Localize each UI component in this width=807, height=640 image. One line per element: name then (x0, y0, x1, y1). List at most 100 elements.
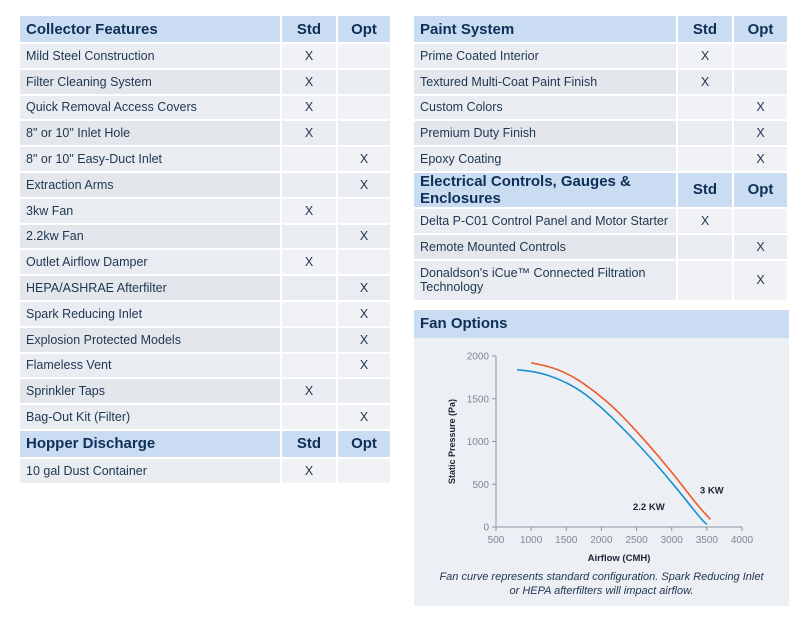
feature-name: 10 gal Dust Container (20, 458, 282, 485)
feature-name: Delta P-C01 Control Panel and Motor Star… (414, 208, 678, 235)
y-tick-label: 1500 (467, 394, 490, 405)
y-tick-label: 2000 (467, 351, 490, 362)
x-tick-label: 3500 (696, 535, 719, 546)
opt-mark (338, 379, 392, 406)
table-row: Prime Coated Interior X (414, 44, 789, 70)
std-mark (282, 327, 338, 354)
std-mark: X (282, 198, 338, 225)
std-mark: X (678, 208, 734, 235)
feature-name: 2.2kw Fan (20, 224, 282, 251)
std-mark: X (282, 379, 338, 406)
std-mark (282, 276, 338, 302)
paint-system-table: Paint System Std Opt Prime Coated Interi… (414, 16, 789, 173)
feature-name: Textured Multi-Coat Paint Finish (414, 69, 678, 96)
fan-curve-3-kw (530, 361, 712, 520)
table-row: Extraction Arms X (20, 172, 392, 199)
y-tick-label: 0 (483, 522, 489, 533)
std-mark (678, 121, 734, 148)
std-mark: X (282, 458, 338, 485)
collector-header-row: Collector Features Std Opt (20, 16, 392, 44)
fan-options-title: Fan Options (414, 309, 789, 338)
table-row: Quick Removal Access Covers X (20, 95, 392, 122)
feature-name: Donaldson's iCue™ Connected Filtration T… (414, 260, 678, 302)
y-tick-label: 500 (472, 479, 489, 490)
fan-chart-area: 0 500 1000 1500 2000 500 1000 1500 2000 2500 3000 3… (414, 337, 789, 606)
opt-mark: X (734, 260, 789, 302)
opt-mark: X (734, 147, 789, 173)
fan-curve-chart: 0 500 1000 1500 2000 500 1000 1500 2000 2500 3000 3… (447, 351, 754, 564)
opt-mark: X (338, 353, 392, 380)
opt-mark (338, 198, 392, 225)
table-row: Remote Mounted Controls X (414, 234, 789, 261)
opt-mark (734, 44, 789, 70)
std-mark (678, 260, 734, 302)
opt-mark: X (734, 121, 789, 148)
feature-name: Mild Steel Construction (20, 44, 282, 70)
table-row: Donaldson's iCue™ Connected Filtration T… (414, 260, 789, 302)
table-row: Spark Reducing Inlet X (20, 301, 392, 328)
fan-caption: Fan curve represents standard configurat… (414, 570, 789, 598)
opt-mark: X (338, 301, 392, 328)
feature-name: 8" or 10" Inlet Hole (20, 121, 282, 148)
table-row: Sprinkler Taps X (20, 379, 392, 406)
table-row: Mild Steel Construction X (20, 44, 392, 70)
x-tick-label: 1500 (555, 535, 578, 546)
table-row: 2.2kw Fan X (20, 224, 392, 251)
x-tick-label: 3000 (661, 535, 684, 546)
opt-mark (734, 208, 789, 235)
right-panel: Paint System Std Opt Prime Coated Interi… (414, 16, 789, 606)
table-row: Delta P-C01 Control Panel and Motor Star… (414, 208, 789, 235)
table-row: 10 gal Dust Container X (20, 458, 392, 485)
electrical-header-row: Electrical Controls, Gauges & Enclosures… (414, 172, 789, 209)
std-mark: X (282, 44, 338, 70)
opt-mark: X (338, 276, 392, 302)
table-row: Flameless Vent X (20, 353, 392, 380)
table-row: 8" or 10" Easy-Duct Inlet X (20, 147, 392, 173)
table-row: 8" or 10" Inlet Hole X (20, 121, 392, 148)
opt-mark: X (338, 147, 392, 173)
paint-system-title: Paint System (414, 16, 678, 44)
feature-name: Prime Coated Interior (414, 44, 678, 70)
feature-name: 8" or 10" Easy-Duct Inlet (20, 147, 282, 173)
opt-mark (338, 121, 392, 148)
x-axis-label: Airflow (CMH) (588, 553, 651, 564)
std-mark (282, 224, 338, 251)
table-row: Explosion Protected Models X (20, 327, 392, 354)
feature-name: Custom Colors (414, 95, 678, 122)
std-column-header: Std (678, 172, 734, 209)
opt-column-header: Opt (734, 172, 789, 209)
x-tick-label: 1000 (520, 535, 543, 546)
std-mark: X (282, 250, 338, 277)
opt-mark: X (734, 234, 789, 261)
feature-name: Quick Removal Access Covers (20, 95, 282, 122)
feature-name: HEPA/ASHRAE Afterfilter (20, 276, 282, 302)
opt-column-header: Opt (338, 16, 392, 44)
electrical-controls-title: Electrical Controls, Gauges & Enclosures (414, 172, 678, 209)
y-tick-label: 1000 (467, 437, 490, 448)
opt-mark (338, 44, 392, 70)
x-tick-label: 4000 (731, 535, 754, 546)
std-mark (282, 405, 338, 431)
std-mark (282, 353, 338, 380)
std-mark (678, 95, 734, 122)
table-row: 3kw Fan X (20, 198, 392, 225)
std-column-header: Std (282, 430, 338, 459)
fan-options-section: Fan Options 0 500 1000 1500 2000 500 1000 1500 2… (414, 309, 789, 606)
feature-name: Explosion Protected Models (20, 327, 282, 354)
opt-mark (338, 95, 392, 122)
opt-mark: X (338, 172, 392, 199)
opt-column-header: Opt (338, 430, 392, 459)
std-mark: X (282, 121, 338, 148)
std-mark: X (282, 95, 338, 122)
feature-name: Premium Duty Finish (414, 121, 678, 148)
table-row: Filter Cleaning System X (20, 69, 392, 96)
std-mark (678, 234, 734, 261)
series-label-2-2-kw: 2.2 KW (633, 501, 665, 512)
feature-name: Remote Mounted Controls (414, 234, 678, 261)
opt-mark (338, 69, 392, 96)
x-tick-label: 500 (488, 535, 505, 546)
opt-mark: X (338, 405, 392, 431)
x-tick-label: 2500 (625, 535, 648, 546)
std-mark: X (282, 69, 338, 96)
collector-features-title: Collector Features (20, 16, 282, 44)
